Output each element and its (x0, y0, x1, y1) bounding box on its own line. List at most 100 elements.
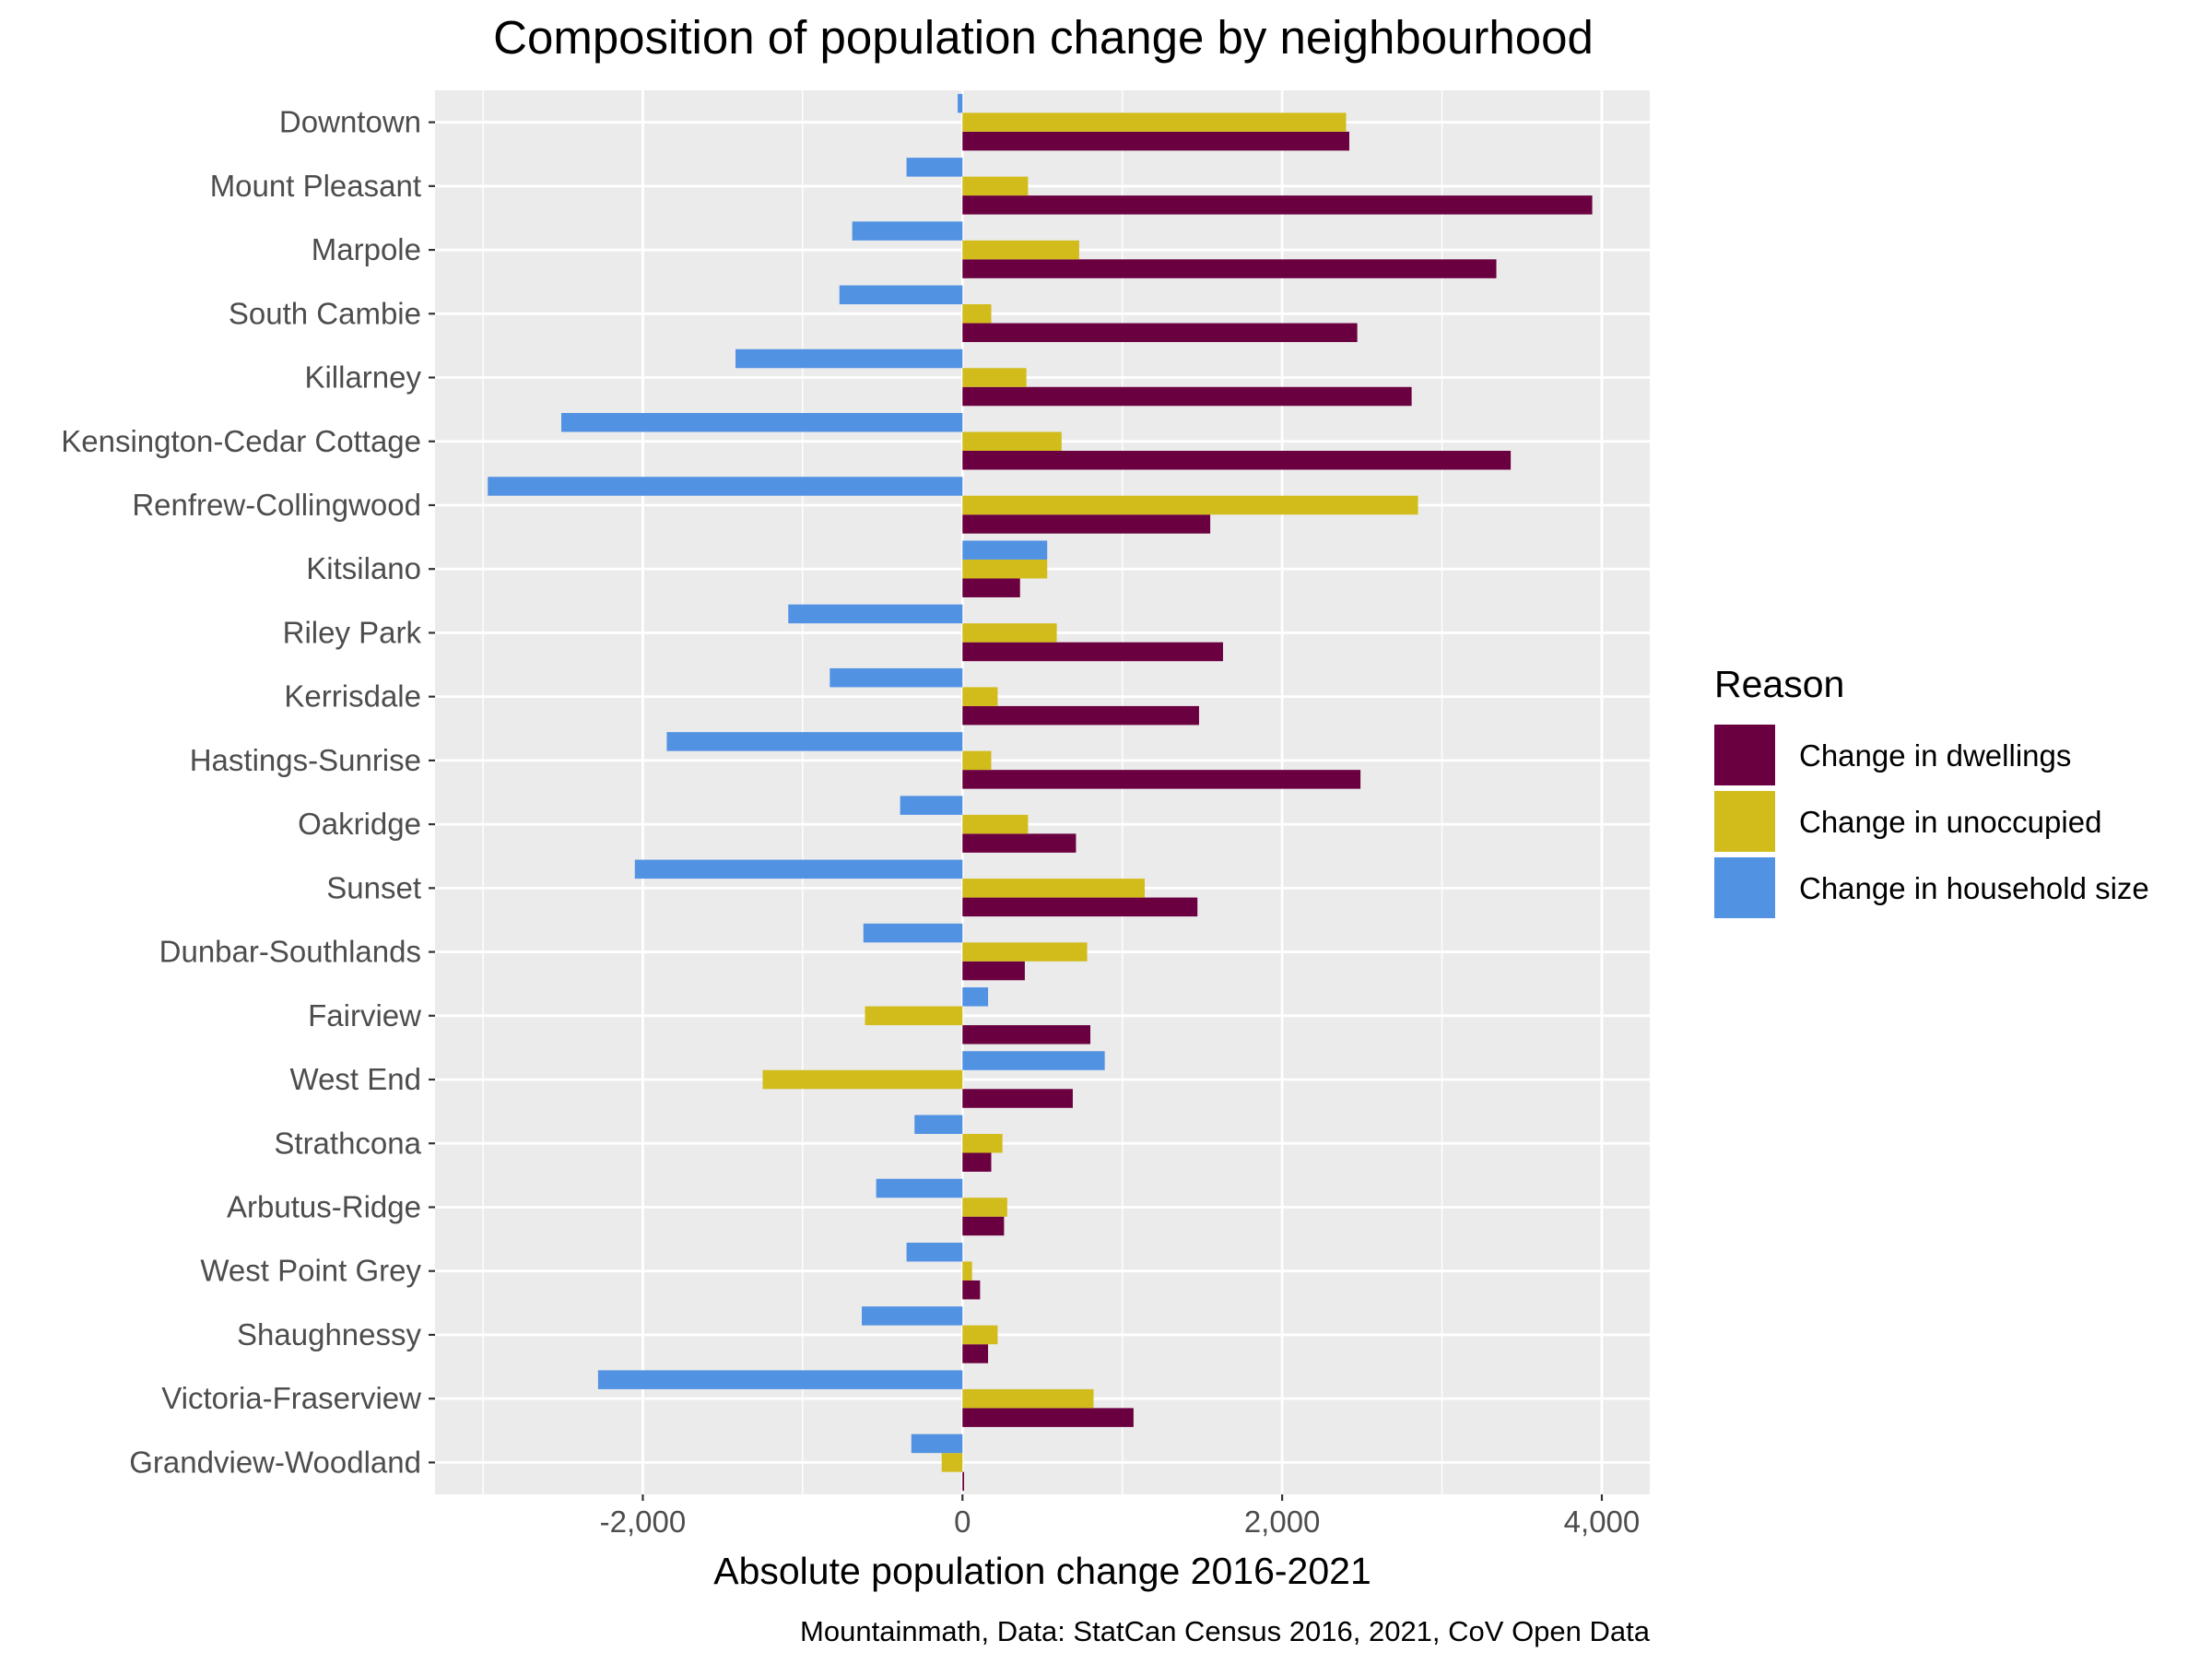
bar-riley-park-change-in-unoccupied (962, 623, 1057, 643)
bar-grandview-woodland-change-in-dwellings (962, 1471, 965, 1492)
y-tick-label-killarney: Killarney (304, 360, 421, 395)
y-tick-label-marpole: Marpole (312, 232, 421, 266)
y-tick-label-renfrew-collingwood: Renfrew-Collingwood (132, 488, 421, 522)
y-tick-label-kerrisdale: Kerrisdale (284, 679, 421, 714)
bar-hastings-sunrise-change-in-household-size (666, 732, 963, 751)
y-tick-label-west-end: West End (290, 1062, 421, 1096)
bar-kensington-cedar-cottage-change-in-dwellings (962, 451, 1512, 470)
bar-kitsilano-change-in-dwellings (962, 578, 1020, 597)
bar-west-point-grey-change-in-dwellings (962, 1280, 981, 1300)
bar-dunbar-southlands-change-in-household-size (863, 923, 963, 943)
bar-fairview-change-in-unoccupied (865, 1006, 963, 1026)
y-tick-label-west-point-grey: West Point Grey (200, 1254, 421, 1288)
bar-victoria-fraserview-change-in-unoccupied (962, 1388, 1094, 1409)
bar-arbutus-ridge-change-in-household-size (876, 1178, 963, 1198)
y-tick-label-kitsilano: Kitsilano (306, 551, 421, 585)
bar-oakridge-change-in-household-size (900, 796, 963, 815)
bar-kerrisdale-change-in-dwellings (962, 705, 1199, 726)
bar-strathcona-change-in-household-size (914, 1115, 963, 1134)
bar-killarney-change-in-household-size (735, 348, 963, 369)
x-axis: -2,000 0 2,000 4,000 (600, 1494, 1640, 1539)
y-tick-label-riley-park: Riley Park (283, 615, 422, 649)
bar-kerrisdale-change-in-unoccupied (962, 687, 998, 706)
y-tick-label-grandview-woodland: Grandview-Woodland (129, 1445, 421, 1479)
bar-grandview-woodland-change-in-household-size (911, 1434, 963, 1454)
bar-killarney-change-in-unoccupied (962, 368, 1027, 387)
bar-west-point-grey-change-in-unoccupied (962, 1261, 972, 1280)
bar-kitsilano-change-in-household-size (962, 540, 1048, 560)
bar-sunset-change-in-household-size (634, 859, 963, 879)
bar-fairview-change-in-dwellings (962, 1025, 1091, 1044)
bar-renfrew-collingwood-change-in-household-size (488, 477, 963, 496)
bar-west-point-grey-change-in-household-size (906, 1242, 963, 1262)
x-tick-label: 0 (954, 1505, 971, 1539)
y-tick-label-oakridge: Oakridge (298, 807, 421, 841)
bar-marpole-change-in-unoccupied (962, 240, 1079, 260)
bar-kensington-cedar-cottage-change-in-household-size (561, 413, 963, 432)
bar-shaughnessy-change-in-unoccupied (962, 1325, 998, 1345)
bar-arbutus-ridge-change-in-unoccupied (962, 1198, 1007, 1217)
bar-grandview-woodland-change-in-unoccupied (941, 1453, 963, 1472)
x-axis-label: Absolute population change 2016-2021 (713, 1550, 1371, 1592)
bar-marpole-change-in-dwellings (962, 259, 1497, 278)
bar-kerrisdale-change-in-household-size (830, 667, 963, 688)
bar-marpole-change-in-household-size (852, 221, 963, 241)
bar-kitsilano-change-in-unoccupied (962, 559, 1048, 579)
bar-mount-pleasant-change-in-household-size (906, 158, 963, 177)
y-tick-label-mount-pleasant: Mount Pleasant (210, 169, 421, 203)
bar-strathcona-change-in-dwellings (962, 1152, 992, 1172)
bar-downtown-change-in-unoccupied (962, 112, 1347, 132)
legend-swatch-change-in-unoccupied (1714, 791, 1775, 852)
y-tick-label-fairview: Fairview (308, 998, 421, 1033)
bar-mount-pleasant-change-in-unoccupied (962, 176, 1029, 196)
bar-hastings-sunrise-change-in-dwellings (962, 770, 1361, 789)
chart-title: Composition of population change by neig… (493, 11, 1594, 64)
x-tick-label: -2,000 (600, 1505, 687, 1539)
y-tick-label-arbutus-ridge: Arbutus-Ridge (227, 1189, 421, 1223)
bar-downtown-change-in-household-size (958, 93, 963, 113)
y-tick-label-south-cambie: South Cambie (229, 296, 421, 330)
legend-swatch-change-in-dwellings (1714, 725, 1775, 785)
y-tick-label-sunset: Sunset (326, 870, 421, 904)
y-tick-label-dunbar-southlands: Dunbar-Southlands (159, 935, 421, 969)
bar-west-end-change-in-unoccupied (762, 1069, 963, 1090)
y-tick-label-strathcona: Strathcona (274, 1126, 421, 1160)
bar-riley-park-change-in-household-size (788, 604, 963, 624)
bar-mount-pleasant-change-in-dwellings (962, 195, 1593, 215)
legend: Reason Change in dwellings Change in unoc… (1714, 663, 2149, 918)
legend-items: Change in dwellings Change in unoccupied C… (1714, 725, 2149, 918)
bar-downtown-change-in-dwellings (962, 131, 1349, 151)
legend-title: Reason (1714, 663, 1844, 705)
bar-riley-park-change-in-dwellings (962, 642, 1223, 662)
legend-label-change-in-dwellings: Change in dwellings (1799, 738, 2071, 773)
y-axis: Downtown Mount Pleasant Marpole South Cambi… (61, 105, 435, 1479)
legend-label-change-in-household-size: Change in household size (1799, 871, 2149, 905)
bar-fairview-change-in-household-size (962, 987, 989, 1007)
legend-label-change-in-unoccupied: Change in unoccupied (1799, 805, 2101, 839)
bar-west-end-change-in-household-size (962, 1051, 1105, 1070)
bar-dunbar-southlands-change-in-dwellings (962, 961, 1025, 981)
bar-south-cambie-change-in-unoccupied (962, 304, 992, 324)
bar-sunset-change-in-unoccupied (962, 879, 1145, 898)
y-tick-label-shaughnessy: Shaughnessy (237, 1317, 421, 1351)
bar-victoria-fraserview-change-in-dwellings (962, 1408, 1134, 1427)
bar-shaughnessy-change-in-household-size (862, 1306, 963, 1326)
legend-swatch-change-in-household-size (1714, 857, 1775, 918)
bar-dunbar-southlands-change-in-unoccupied (962, 942, 1088, 962)
x-tick-label: 2,000 (1244, 1505, 1321, 1539)
bar-killarney-change-in-dwellings (962, 386, 1412, 407)
bar-renfrew-collingwood-change-in-dwellings (962, 514, 1211, 534)
bar-south-cambie-change-in-dwellings (962, 323, 1358, 343)
bar-arbutus-ridge-change-in-dwellings (962, 1216, 1005, 1236)
y-tick-label-downtown: Downtown (279, 105, 421, 139)
chart-caption: Mountainmath, Data: StatCan Census 2016,… (800, 1615, 1651, 1647)
bar-victoria-fraserview-change-in-household-size (597, 1370, 963, 1389)
bar-shaughnessy-change-in-dwellings (962, 1344, 989, 1363)
bar-sunset-change-in-dwellings (962, 897, 1198, 917)
bar-strathcona-change-in-unoccupied (962, 1134, 1003, 1153)
y-tick-label-kensington-cedar-cottage: Kensington-Cedar Cottage (61, 424, 421, 458)
y-tick-label-victoria-fraserview: Victoria-Fraserview (161, 1381, 421, 1415)
bar-renfrew-collingwood-change-in-unoccupied (962, 495, 1418, 515)
